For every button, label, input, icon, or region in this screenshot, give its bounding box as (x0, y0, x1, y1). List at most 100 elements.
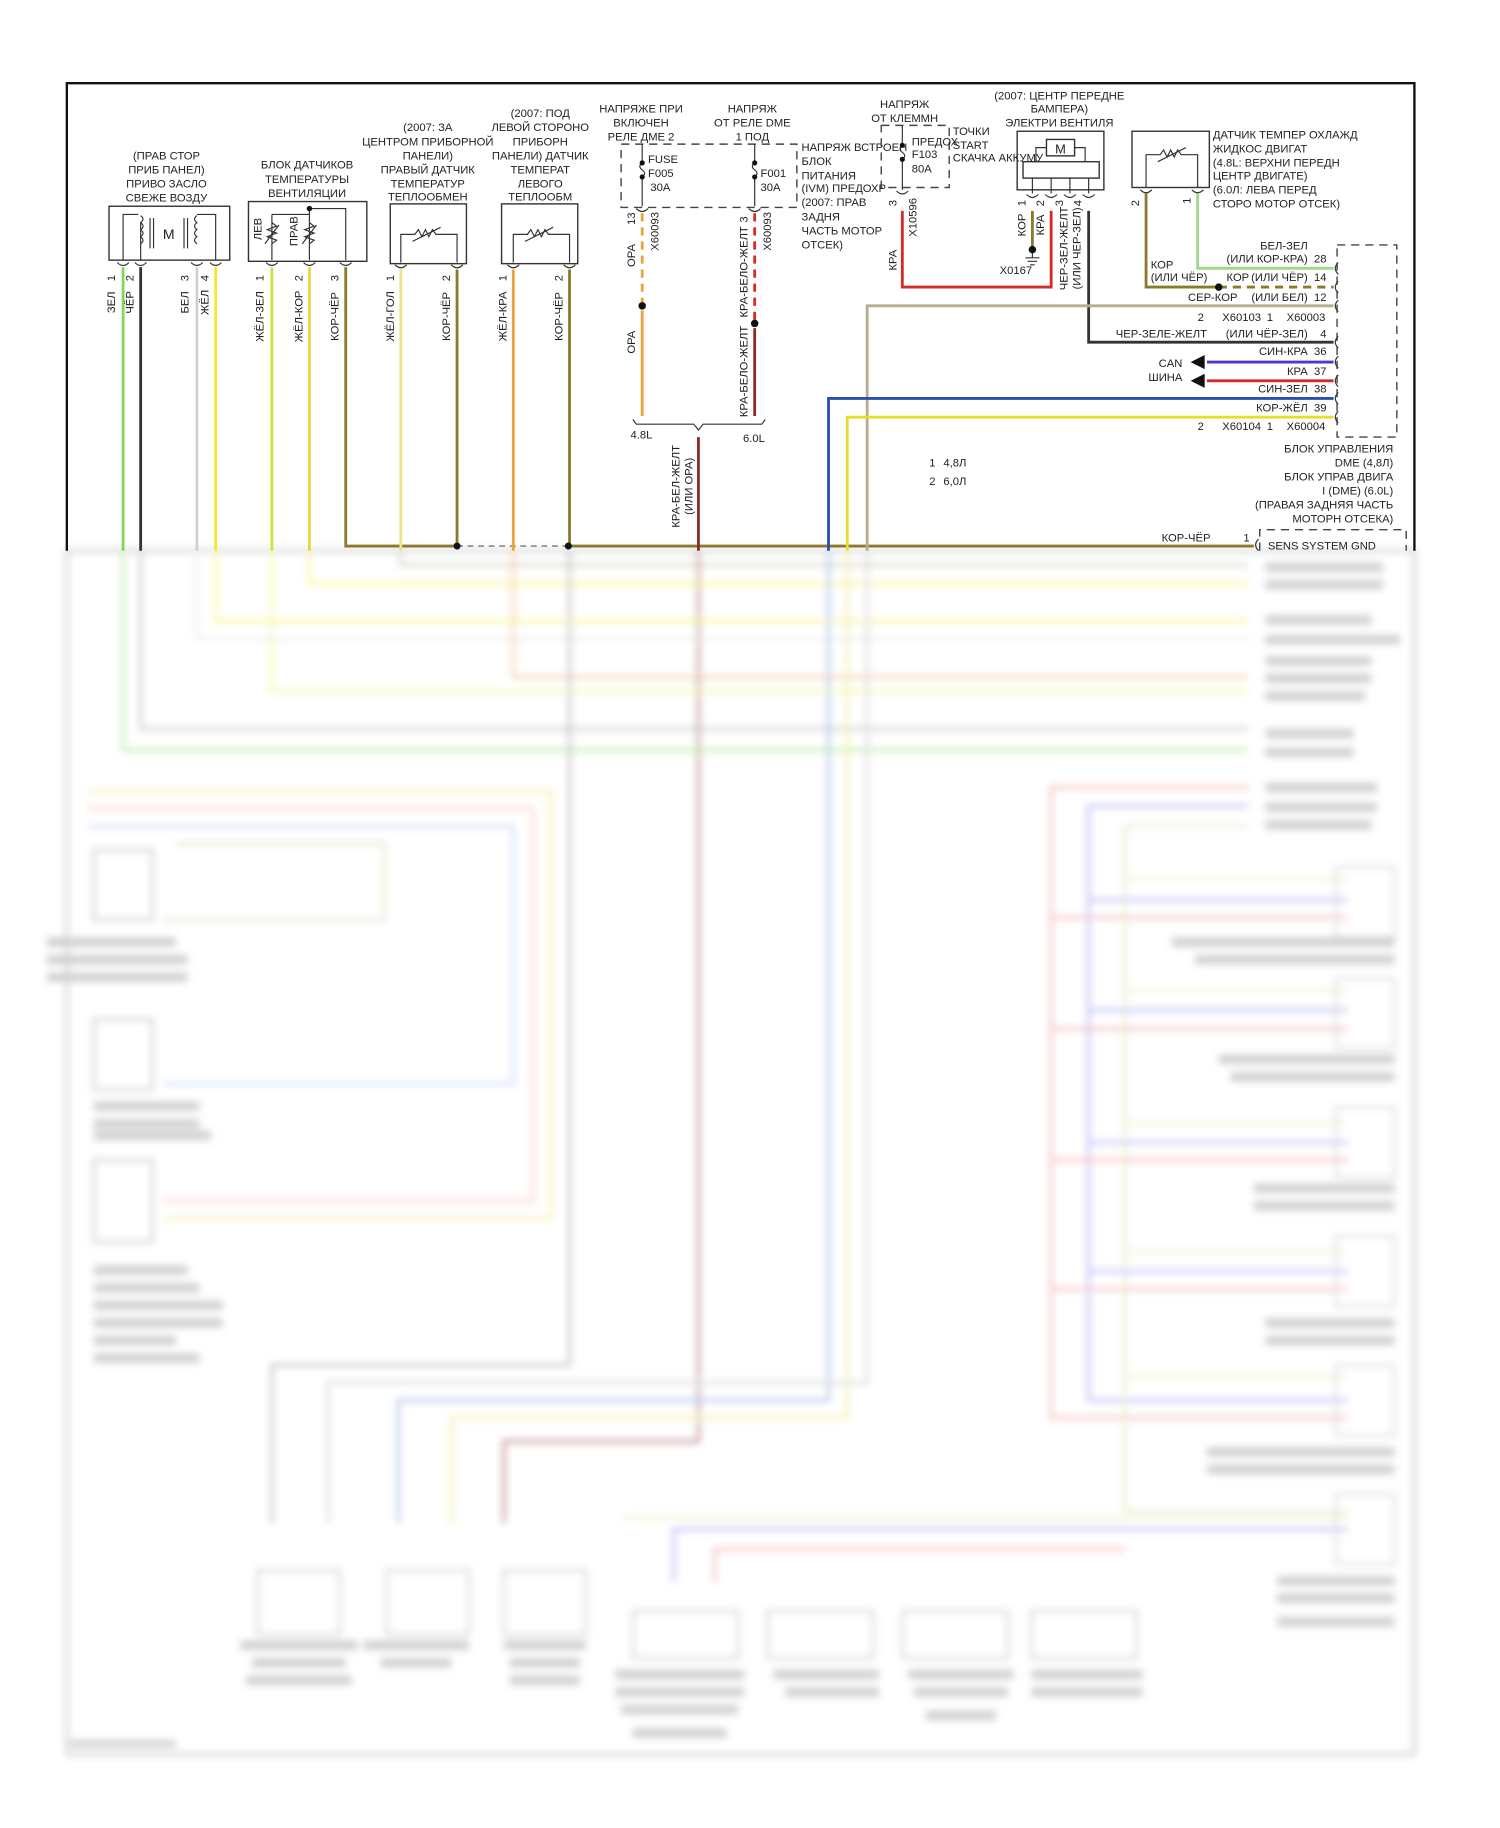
diagram-shape (752, 160, 758, 166)
diagram-label: ТЕМПЕРАТ (510, 164, 570, 176)
diagram-line (87, 789, 553, 1221)
diagram-line (270, 550, 571, 1524)
diagram-label: X60103 (1222, 312, 1261, 324)
diagram-line (1088, 898, 1348, 1273)
engine-control-module-dme: БЕЛ-ЗЕЛ (ИЛИ КОР-КРА) 28 КОР (ИЛИ ЧЁР) 1… (1116, 241, 1398, 526)
diagram-label: (2007: ПОД (511, 108, 571, 120)
diagram-label: ПРИБ ПАНЕЛ) (128, 164, 205, 176)
diagram-line (1087, 804, 1348, 1402)
diagram-label: 2 (125, 275, 137, 281)
diagram-label: КОР-ЧЁР (554, 292, 566, 341)
diagram-label: 3 (887, 200, 899, 206)
diagram-shape (363, 1640, 469, 1650)
diagram-label: X60093 (762, 212, 774, 251)
diagram-label: БЛОК ДАТЧИКОВ (261, 160, 353, 172)
diagram-label: КОР (1016, 214, 1028, 237)
diagram-label: 1 (1267, 312, 1273, 324)
diagram-label: ВЕНТИЛЯЦИИ (268, 188, 346, 200)
diagram-shape (389, 203, 468, 265)
wire-blue-green (827, 397, 1334, 551)
diagram-label: (ИЛИ КОР-КРА) (1226, 253, 1308, 265)
diagram-label: ТЕПЛООБМ (508, 191, 572, 203)
diagram-label: (2007: ЦЕНТР ПЕРЕДНЕ (994, 91, 1125, 103)
diagram-label: 14 (1314, 272, 1327, 284)
diagram-shape (1253, 1201, 1395, 1211)
diagram-label: БЛОК УПРАВЛЕНИЯ (1284, 443, 1393, 455)
diagram-label: ПАНЕЛИ) ДАТЧИК (492, 150, 589, 162)
diagram-shape (246, 1675, 352, 1686)
diagram-label: 38 (1314, 384, 1327, 396)
diagram-line (400, 226, 458, 263)
diagram-label: 1 (1182, 198, 1194, 204)
diagram-shape (46, 955, 188, 965)
diagram-shape (453, 542, 461, 550)
diagram-shape (1265, 1335, 1395, 1346)
diagram-label: 28 (1314, 253, 1327, 265)
diagram-label: M (1055, 142, 1066, 157)
diagram-shape (46, 972, 188, 982)
diagram-label: 2 (554, 275, 566, 281)
diagram-line (122, 213, 217, 261)
diagram-shape (70, 1740, 176, 1748)
diagram-shape (1253, 1183, 1395, 1193)
diagram-shape (1265, 656, 1372, 666)
diagram-shape (1265, 691, 1366, 701)
diagram-label: НАПРЯЖЕ ПРИ (599, 103, 683, 115)
diagram-label: (2007: ЗА (403, 122, 453, 134)
diagram-line (1031, 147, 1090, 194)
diagram-shape (1265, 820, 1372, 830)
diagram-label: СВЕЖЕ ВОЗДУ (126, 193, 208, 205)
diagram-label: 1 (1243, 532, 1249, 544)
diagram-frame (65, 82, 1416, 551)
diagram-label: 2 (1198, 312, 1204, 324)
diagram-shape (46, 562, 1401, 1748)
diagram-label: БЛОК (802, 156, 832, 168)
diagram-label: КРА (1035, 214, 1047, 235)
diagram-label: ЧЕР-ЗЕЛЕ-ЖЕЛТ (1116, 328, 1207, 340)
diagram-label: КОР (1151, 259, 1174, 271)
diagram-label: (ИЛИ ЧЁР-ЗЕЛ) (1226, 328, 1308, 340)
fresh-air-flap-actuator: (ПРАВ СТОР ПРИБ ПАНЕЛ) ПРИВО ЗАСЛО СВЕЖЕ… (106, 150, 231, 315)
diagram-label: ОТ КЛЕММН (871, 113, 938, 125)
diagram-shape (65, 549, 1416, 1756)
diagram-label: ШИНА (1148, 372, 1182, 384)
diagram-line (672, 1527, 1348, 1582)
diagram-shape (503, 1640, 586, 1650)
diagram-label: (4.8L: ВЕРХНИ ПЕРЕДН (1213, 157, 1340, 169)
diagram-label: 6.0L (743, 433, 765, 445)
wire-brown-black-1 (344, 267, 458, 548)
diagram-label: 1 (385, 275, 397, 281)
diagram-label: (ИЛИ ЧЁР) (1251, 272, 1308, 284)
diagram-label: 1 (1016, 200, 1028, 206)
diagram-line (713, 1547, 1125, 1582)
diagram-line (507, 264, 576, 269)
diagram-label: ЖИДКОС ДВИГАТ (1213, 143, 1308, 155)
diagram-label: 4 (1320, 328, 1326, 340)
diagram-label: X60104 (1222, 421, 1261, 433)
diagram-label: ТЕМПЕРАТУРЫ (265, 174, 349, 186)
left-heater-core-temp-sensor: (2007: ПОД ЛЕВОЙ СТОРОНО ПРИБОРН ПАНЕЛИ)… (491, 108, 589, 341)
diagram-shape (925, 1710, 997, 1721)
diagram-label: МОТОРН ОТСЕКА) (1292, 514, 1393, 526)
diagram-line (87, 807, 535, 1203)
diagram-shape (1334, 1235, 1396, 1308)
diagram-line (394, 264, 464, 269)
diagram-label: ЦЕНТРОМ ПРИБОРНОЙ (362, 135, 493, 148)
diagram-shape (1334, 977, 1396, 1050)
diagram-label: ТЕПЛООБМЕН (388, 191, 468, 203)
diagram-label: (ПРАВАЯ ЗАДНЯЯ ЧАСТЬ (1255, 500, 1393, 512)
wire-white-green (1196, 193, 1334, 270)
diagram-shape (1277, 1576, 1395, 1586)
diagram-shape (773, 1669, 879, 1680)
diagram-label: КОР-ЖЁЛ (1256, 402, 1308, 414)
diagram-line (307, 550, 1249, 585)
diagram-label: (6.0Л: ЛЕВА ПЕРЕД (1213, 184, 1317, 196)
diagram-shape (615, 1687, 745, 1697)
diagram-label: СИН-КРА (1259, 346, 1308, 358)
diagram-shape (93, 1353, 200, 1363)
diagram-line (1190, 355, 1205, 370)
diagram-shape (631, 1610, 740, 1660)
diagram-label: 36 (1314, 346, 1327, 358)
diagram-line (121, 550, 1249, 752)
diagram-shape (632, 1728, 727, 1738)
